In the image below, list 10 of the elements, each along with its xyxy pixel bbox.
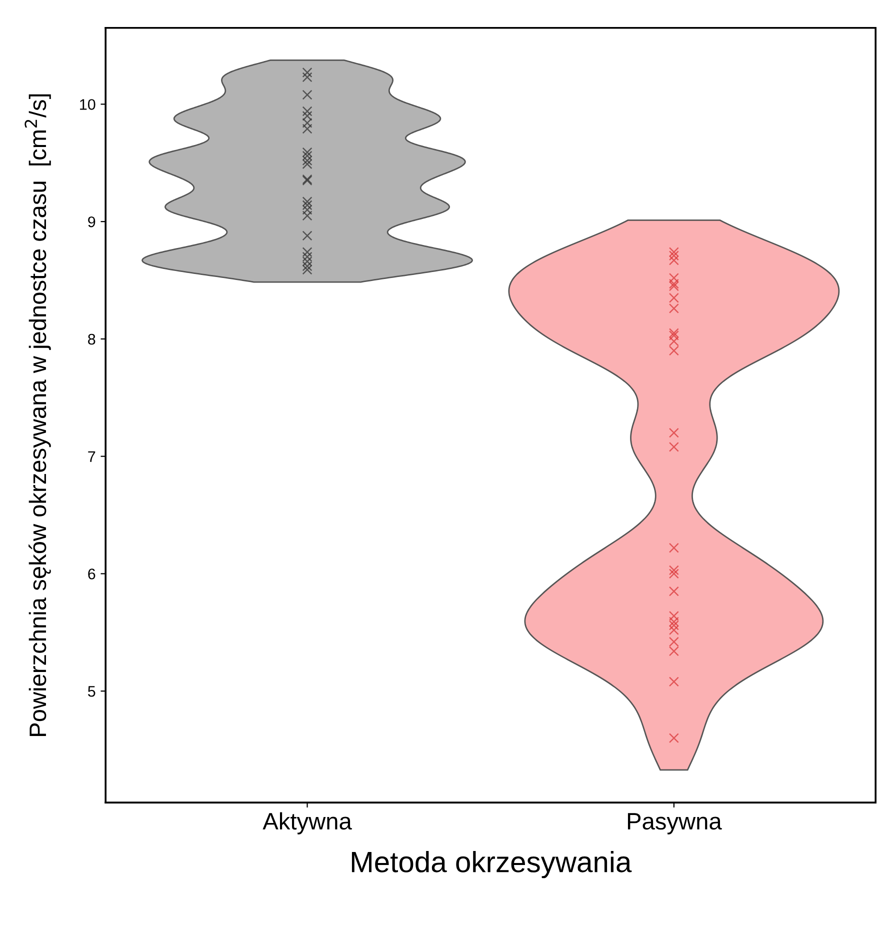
y-tick-label: 10 <box>80 99 96 110</box>
y-tick-label: 7 <box>88 451 96 462</box>
x-tick-label: Pasywna <box>628 813 722 834</box>
y-tick-label: 9 <box>88 216 96 228</box>
x-tick-label: Aktywna <box>262 812 352 834</box>
y-tick-label: 8 <box>88 334 96 345</box>
y-tick-label: 5 <box>88 686 96 697</box>
x-axis-title: Metoda okrzesywania <box>352 850 632 878</box>
y-axis-title: Powierzchnia sęków okrzesywana w jednostce czasu [cm$^{2}$/s] <box>24 94 51 736</box>
y-tick-label: 6 <box>88 568 96 580</box>
